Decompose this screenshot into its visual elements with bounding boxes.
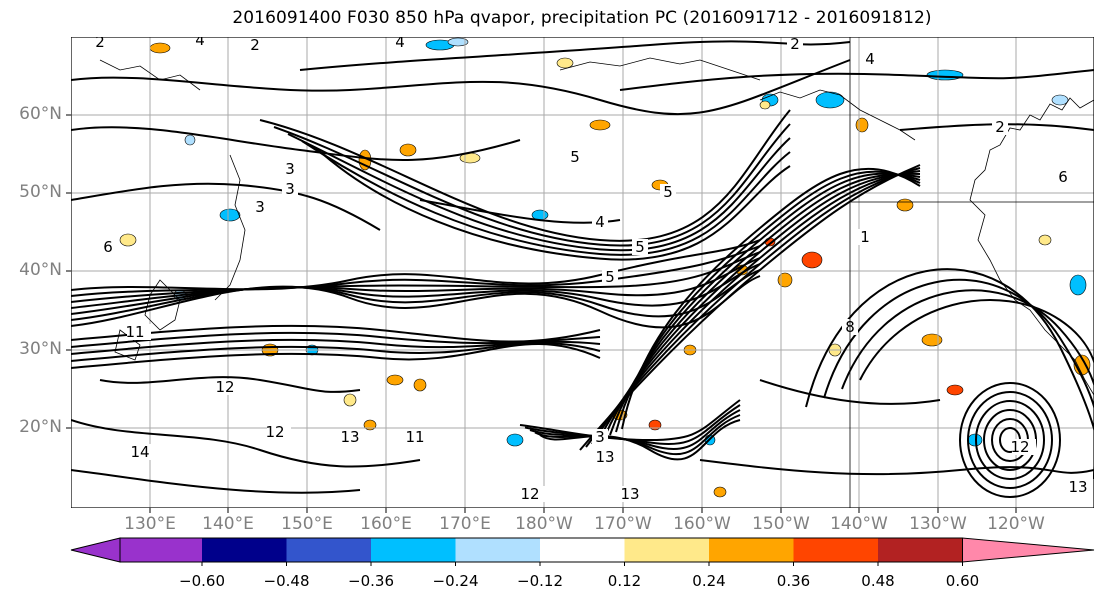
contour-label: 13 xyxy=(340,428,359,446)
colorbar-segment xyxy=(371,538,456,562)
colorbar-tick-label: −0.36 xyxy=(348,572,394,590)
lon-label: 140°E xyxy=(202,514,254,534)
lon-label: 160°W xyxy=(673,514,731,534)
map-title: 2016091400 F030 850 hPa qvapor, precipit… xyxy=(232,8,932,28)
colorbar-tick-label: 0.60 xyxy=(945,572,980,590)
contour-label: 11 xyxy=(405,428,424,446)
lon-label: 180°W xyxy=(515,514,573,534)
contour-label: 2 xyxy=(250,36,260,54)
colorbar-segment xyxy=(120,538,202,562)
contour-label: 3 xyxy=(285,160,295,178)
contour-label: 3 xyxy=(595,428,605,446)
contour-label: 1 xyxy=(860,228,870,246)
lat-label: 30°N xyxy=(19,339,62,359)
contour-label: 4 xyxy=(595,213,605,231)
colorbar-segment xyxy=(793,538,878,562)
contour-label: 5 xyxy=(663,183,673,201)
contour-label: 2 xyxy=(790,35,800,53)
contour-label: 4 xyxy=(395,33,405,51)
lon-label: 150°W xyxy=(752,514,810,534)
contour-label: 13 xyxy=(1068,478,1087,496)
contour-label: 12 xyxy=(265,423,284,441)
colorbar-tick-label: −0.12 xyxy=(517,572,563,590)
contour-label: 13 xyxy=(595,448,614,466)
colorbar-extend-max xyxy=(962,537,1095,563)
contour-label: 5 xyxy=(605,268,615,286)
contour-labels: 2 4 2 4 2 3 3 3 5 5 4 5 5 4 1 6 11 12 12 14 11 13 13 3 12 12 13 13 2… xyxy=(92,31,1094,503)
colorbar-segment xyxy=(540,538,625,562)
colorbar-extend-min xyxy=(70,537,121,563)
contour-label: 12 xyxy=(215,378,234,396)
colorbar-tick-label: −0.48 xyxy=(263,572,310,590)
lon-label: 170°W xyxy=(594,514,652,534)
colorbar-segment xyxy=(878,538,963,562)
lon-label: 130°W xyxy=(909,514,967,534)
contour-label: 3 xyxy=(255,198,265,216)
colorbar-segment xyxy=(455,538,540,562)
contour-label: 6 xyxy=(1058,168,1068,186)
colorbar-tick-label: 0.24 xyxy=(692,572,726,590)
contour-label: 6 xyxy=(103,238,113,256)
axis-ticks xyxy=(66,114,1017,513)
lat-label: 50°N xyxy=(19,182,62,202)
lon-label: 150°E xyxy=(281,514,333,534)
lon-label: 140°W xyxy=(830,514,888,534)
contour-label: 13 xyxy=(620,485,639,503)
contour-label: 3 xyxy=(285,180,295,198)
precipitation-shading xyxy=(119,37,1091,498)
colorbar-segment xyxy=(286,538,371,562)
qvapor-contours xyxy=(71,40,1094,498)
colorbar-tick-label: 0.48 xyxy=(861,572,895,590)
lat-label: 20°N xyxy=(19,417,62,437)
contour-label: 12 xyxy=(520,485,539,503)
lat-label: 40°N xyxy=(19,260,62,280)
lon-label: 160°E xyxy=(360,514,412,534)
contour-label: 2 xyxy=(995,118,1005,136)
contour-label: 2 xyxy=(95,33,105,51)
contour-label: 12 xyxy=(1010,438,1029,456)
colorbar-tick-label: 0.36 xyxy=(776,572,811,590)
colorbar-tick-label: −0.24 xyxy=(432,572,479,590)
colorbar-segment xyxy=(709,538,794,562)
contour-label: 5 xyxy=(570,148,580,166)
lat-lon-gridlines xyxy=(71,37,1094,508)
contour-label: 5 xyxy=(635,238,645,256)
contour-label: 4 xyxy=(865,50,875,68)
colorbar-tick-label: 0.12 xyxy=(607,572,642,590)
colorbar-tick-label: −0.60 xyxy=(179,572,225,590)
contour-label: 4 xyxy=(195,31,205,49)
colorbar-segment xyxy=(202,538,287,562)
lat-label: 60°N xyxy=(19,104,62,124)
lon-label: 170°E xyxy=(439,514,491,534)
lon-label: 120°W xyxy=(987,514,1045,534)
contour-label: 11 xyxy=(125,323,144,341)
contour-label: 14 xyxy=(130,443,149,461)
lon-label: 130°E xyxy=(124,514,176,534)
colorbar-segment xyxy=(624,538,709,562)
